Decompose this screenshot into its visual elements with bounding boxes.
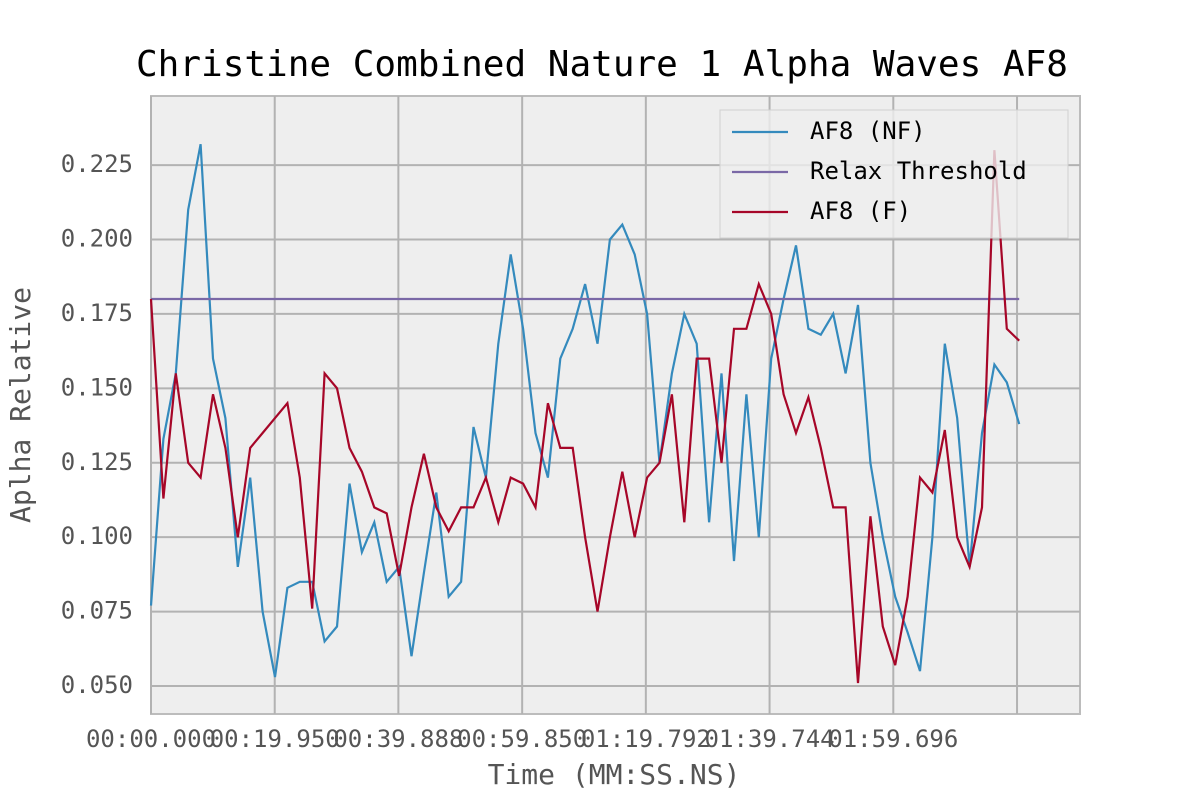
series-line [149, 143, 1021, 678]
legend-label: AF8 (NF) [810, 117, 926, 145]
x-tick-label: 00:19.950 [210, 725, 340, 753]
legend-label: Relax Threshold [810, 157, 1027, 185]
x-tick-label: 00:59.850 [457, 725, 587, 753]
legend-label: AF8 (F) [810, 197, 911, 225]
y-tick-label: 0.150 [61, 373, 133, 401]
x-tick-label: 01:59.696 [828, 725, 958, 753]
y-tick-label: 0.100 [61, 522, 133, 550]
x-tick-label: 00:00.000 [86, 725, 216, 753]
series-line [149, 150, 1020, 684]
y-tick-label: 0.125 [61, 448, 133, 476]
y-tick-label: 0.175 [61, 299, 133, 327]
legend: AF8 (NF) Relax Threshold AF8 (F) [719, 109, 1069, 239]
y-tick-label: 0.075 [61, 597, 133, 625]
y-tick-label: 0.050 [61, 671, 133, 699]
y-tick-label: 0.225 [61, 150, 133, 178]
x-tick-label: 01:39.744 [705, 725, 835, 753]
chart-title: Christine Combined Nature 1 Alpha Waves … [136, 44, 1068, 85]
x-axis-label: Time (MM:SS.NS) [488, 758, 741, 791]
y-axis-label: Aplha Relative [4, 287, 37, 523]
x-tick-label: 01:19.792 [581, 725, 711, 753]
y-tick-label: 0.200 [61, 224, 133, 252]
x-tick-label: 00:39.888 [333, 725, 463, 753]
